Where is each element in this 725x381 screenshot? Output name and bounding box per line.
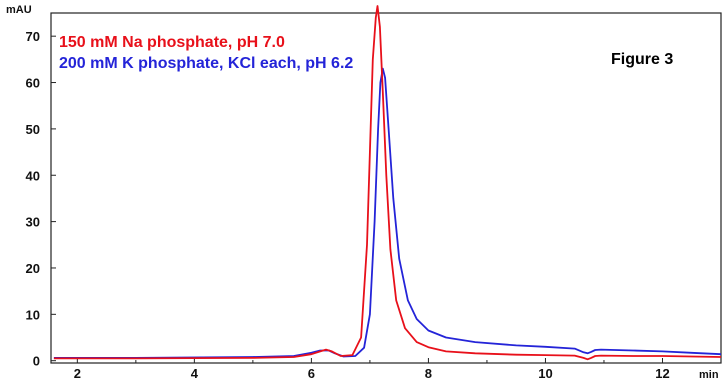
plot-frame [50, 12, 722, 364]
y-tick-label: 30 [26, 215, 40, 230]
y-tick-label: 60 [26, 76, 40, 91]
y-tick-label: 50 [26, 122, 40, 137]
x-tick-label: 4 [191, 366, 199, 381]
series-line-2 [53, 67, 722, 359]
x-axis-label: min [699, 369, 719, 381]
y-axis-label: mAU [6, 4, 32, 16]
legend-entry-1: 150 mM Na phosphate, pH 7.0 [59, 34, 285, 51]
figure-annotation: Figure 3 [611, 51, 673, 68]
legend-entry-2: 200 mM K phosphate, KCl each, pH 6.2 [59, 55, 353, 72]
y-tick-label: 0 [33, 354, 40, 369]
series-line-1 [53, 5, 722, 361]
x-tick-label: 10 [538, 366, 552, 381]
y-tick-label: 70 [26, 29, 40, 44]
y-tick-label: 40 [26, 168, 40, 183]
x-tick-label: 12 [655, 366, 669, 381]
x-tick-label: 6 [308, 366, 315, 381]
x-tick-label: 8 [425, 366, 432, 381]
x-tick-label: 2 [74, 366, 81, 381]
y-tick-label: 20 [26, 261, 40, 276]
y-tick-label: 10 [26, 307, 40, 322]
legend: 150 mM Na phosphate, pH 7.0 200 mM K phos… [59, 34, 353, 72]
